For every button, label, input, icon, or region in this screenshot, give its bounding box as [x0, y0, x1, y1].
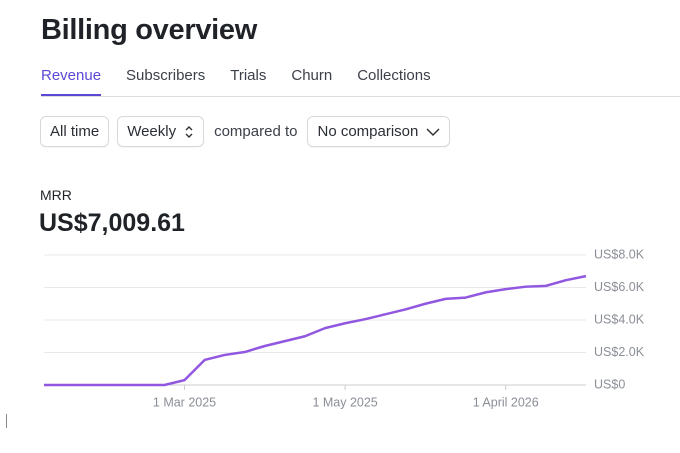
- interval-select[interactable]: Weekly: [117, 116, 205, 147]
- x-tick-label: 1 May 2025: [312, 395, 377, 409]
- comparison-select[interactable]: No comparison: [307, 116, 451, 147]
- y-tick-label: US$2.0K: [594, 345, 645, 359]
- y-tick-label: US$6.0K: [594, 280, 645, 294]
- tab[interactable]: Churn: [291, 67, 333, 84]
- filter-bar: All time Weekly compared to No compariso…: [40, 116, 451, 147]
- x-tick-label: 1 Mar 2025: [153, 395, 216, 409]
- page-title: Billing overview: [41, 14, 257, 46]
- metric-label: MRR: [40, 187, 72, 203]
- comparison-label: No comparison: [317, 123, 419, 140]
- tab-bar: Revenue Subscribers Trials Churn Collect…: [41, 66, 680, 97]
- range-button[interactable]: All time: [40, 116, 110, 147]
- metric-value: US$7,009.61: [39, 209, 185, 237]
- updown-icon: [185, 125, 193, 138]
- tab[interactable]: Subscribers: [126, 67, 206, 84]
- tab[interactable]: Trials: [230, 67, 267, 84]
- chevron-icon: [426, 127, 440, 136]
- x-tick-label: 1 April 2026: [473, 395, 539, 409]
- y-tick-label: US$0: [594, 377, 625, 391]
- y-tick-label: US$4.0K: [594, 312, 645, 326]
- y-tick-label: US$8.0K: [594, 247, 645, 261]
- tab[interactable]: Revenue: [41, 66, 102, 96]
- range-label: All time: [50, 123, 100, 140]
- chart: US$0 US$2.0K US$4.0K US$6.0K US$8.0K 1 Mar 20…: [44, 247, 645, 409]
- line-series: [44, 274, 587, 387]
- compare-text: compared to: [214, 123, 298, 140]
- tab[interactable]: Collections: [357, 67, 431, 84]
- interval-label: Weekly: [127, 123, 177, 140]
- text-cursor: [6, 414, 7, 428]
